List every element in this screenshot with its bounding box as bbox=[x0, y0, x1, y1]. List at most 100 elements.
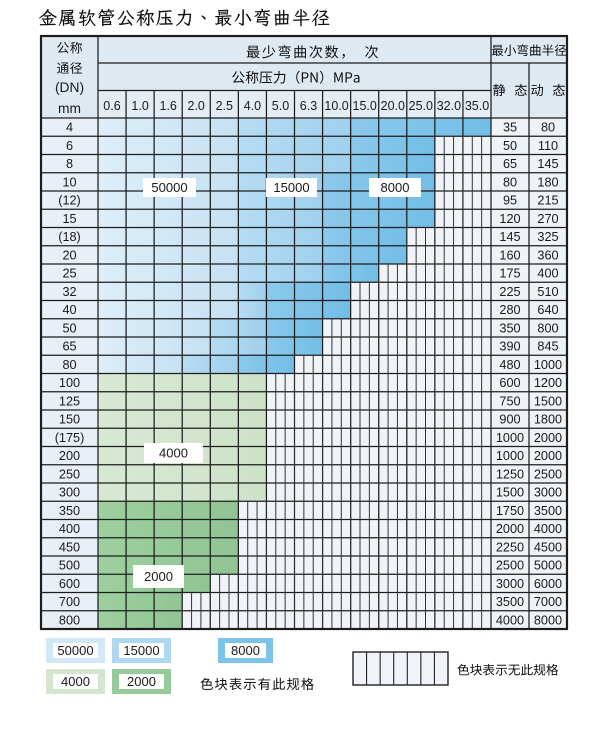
svg-text:325: 325 bbox=[537, 230, 558, 244]
svg-text:400: 400 bbox=[59, 522, 80, 536]
svg-text:15000: 15000 bbox=[273, 180, 309, 195]
svg-text:32: 32 bbox=[62, 285, 76, 299]
svg-text:2500: 2500 bbox=[534, 467, 562, 481]
svg-text:145: 145 bbox=[499, 230, 520, 244]
svg-text:360: 360 bbox=[537, 248, 558, 262]
svg-text:(12): (12) bbox=[58, 194, 81, 208]
svg-text:300: 300 bbox=[59, 486, 80, 500]
svg-text:80: 80 bbox=[541, 121, 555, 135]
svg-text:270: 270 bbox=[537, 212, 558, 226]
svg-text:510: 510 bbox=[537, 285, 558, 299]
svg-text:4000: 4000 bbox=[496, 613, 524, 627]
svg-text:10: 10 bbox=[62, 175, 76, 189]
svg-text:600: 600 bbox=[59, 577, 80, 591]
svg-text:95: 95 bbox=[503, 194, 517, 208]
svg-text:10.0: 10.0 bbox=[324, 99, 348, 113]
svg-text:225: 225 bbox=[499, 285, 520, 299]
svg-text:1200: 1200 bbox=[534, 376, 562, 390]
svg-text:4.0: 4.0 bbox=[244, 99, 261, 113]
svg-text:15: 15 bbox=[62, 212, 76, 226]
svg-text:2000: 2000 bbox=[534, 449, 562, 463]
svg-text:1.0: 1.0 bbox=[131, 99, 148, 113]
svg-text:700: 700 bbox=[59, 595, 80, 609]
svg-text:65: 65 bbox=[62, 340, 76, 354]
svg-text:50: 50 bbox=[503, 139, 517, 153]
svg-text:500: 500 bbox=[59, 559, 80, 573]
svg-text:20: 20 bbox=[62, 248, 76, 262]
svg-text:450: 450 bbox=[59, 540, 80, 554]
svg-text:250: 250 bbox=[59, 467, 80, 481]
svg-text:8000: 8000 bbox=[231, 643, 260, 658]
svg-text:145: 145 bbox=[537, 157, 558, 171]
svg-text:6: 6 bbox=[66, 139, 73, 153]
svg-text:(175): (175) bbox=[55, 431, 85, 445]
svg-text:4: 4 bbox=[66, 121, 73, 135]
svg-text:150: 150 bbox=[59, 413, 80, 427]
svg-text:35: 35 bbox=[503, 121, 517, 135]
svg-text:480: 480 bbox=[499, 358, 520, 372]
svg-text:8000: 8000 bbox=[534, 613, 562, 627]
svg-text:32.0: 32.0 bbox=[437, 99, 461, 113]
svg-text:8: 8 bbox=[66, 157, 73, 171]
svg-text:390: 390 bbox=[499, 340, 520, 354]
svg-text:2250: 2250 bbox=[496, 540, 524, 554]
svg-text:50000: 50000 bbox=[57, 643, 93, 658]
svg-text:350: 350 bbox=[499, 321, 520, 335]
svg-text:4000: 4000 bbox=[534, 522, 562, 536]
svg-text:280: 280 bbox=[499, 303, 520, 317]
svg-text:2000: 2000 bbox=[496, 522, 524, 536]
svg-text:3000: 3000 bbox=[496, 577, 524, 591]
svg-text:800: 800 bbox=[59, 613, 80, 627]
svg-text:2500: 2500 bbox=[496, 559, 524, 573]
svg-text:1750: 1750 bbox=[496, 504, 524, 518]
svg-text:6000: 6000 bbox=[534, 577, 562, 591]
svg-text:800: 800 bbox=[537, 321, 558, 335]
svg-text:1500: 1500 bbox=[534, 394, 562, 408]
svg-text:100: 100 bbox=[59, 376, 80, 390]
svg-text:1000: 1000 bbox=[496, 449, 524, 463]
svg-text:2.0: 2.0 bbox=[188, 99, 205, 113]
svg-text:25.0: 25.0 bbox=[409, 99, 433, 113]
svg-text:125: 125 bbox=[59, 394, 80, 408]
svg-text:5000: 5000 bbox=[534, 559, 562, 573]
svg-text:600: 600 bbox=[499, 376, 520, 390]
svg-text:3500: 3500 bbox=[534, 504, 562, 518]
svg-text:750: 750 bbox=[499, 394, 520, 408]
svg-text:160: 160 bbox=[499, 248, 520, 262]
svg-text:15000: 15000 bbox=[123, 643, 159, 658]
svg-text:900: 900 bbox=[499, 413, 520, 427]
svg-text:845: 845 bbox=[537, 340, 558, 354]
svg-text:5.0: 5.0 bbox=[272, 99, 289, 113]
svg-text:mm: mm bbox=[58, 101, 81, 116]
svg-text:110: 110 bbox=[538, 139, 558, 153]
svg-text:180: 180 bbox=[537, 175, 558, 189]
svg-text:0.6: 0.6 bbox=[103, 99, 120, 113]
svg-text:400: 400 bbox=[537, 267, 558, 281]
svg-text:2000: 2000 bbox=[144, 569, 173, 584]
svg-text:215: 215 bbox=[537, 194, 558, 208]
svg-text:65: 65 bbox=[503, 157, 517, 171]
svg-text:640: 640 bbox=[537, 303, 558, 317]
svg-text:4500: 4500 bbox=[534, 540, 562, 554]
svg-text:50000: 50000 bbox=[151, 180, 187, 195]
svg-text:7000: 7000 bbox=[534, 595, 562, 609]
svg-text:(DN): (DN) bbox=[55, 80, 84, 95]
svg-text:175: 175 bbox=[499, 267, 520, 281]
svg-text:6.3: 6.3 bbox=[300, 99, 317, 113]
svg-text:120: 120 bbox=[499, 212, 520, 226]
svg-text:2.5: 2.5 bbox=[216, 99, 233, 113]
svg-text:3500: 3500 bbox=[496, 595, 524, 609]
svg-text:4000: 4000 bbox=[61, 674, 90, 689]
svg-text:3000: 3000 bbox=[534, 486, 562, 500]
svg-text:1000: 1000 bbox=[534, 358, 562, 372]
svg-text:1000: 1000 bbox=[496, 431, 524, 445]
svg-text:350: 350 bbox=[59, 504, 80, 518]
svg-text:25: 25 bbox=[62, 267, 76, 281]
svg-text:2000: 2000 bbox=[534, 431, 562, 445]
svg-text:80: 80 bbox=[62, 358, 76, 372]
svg-text:80: 80 bbox=[503, 175, 517, 189]
svg-text:1800: 1800 bbox=[534, 413, 562, 427]
svg-text:1500: 1500 bbox=[496, 486, 524, 500]
svg-text:40: 40 bbox=[62, 303, 76, 317]
svg-text:8000: 8000 bbox=[381, 180, 410, 195]
